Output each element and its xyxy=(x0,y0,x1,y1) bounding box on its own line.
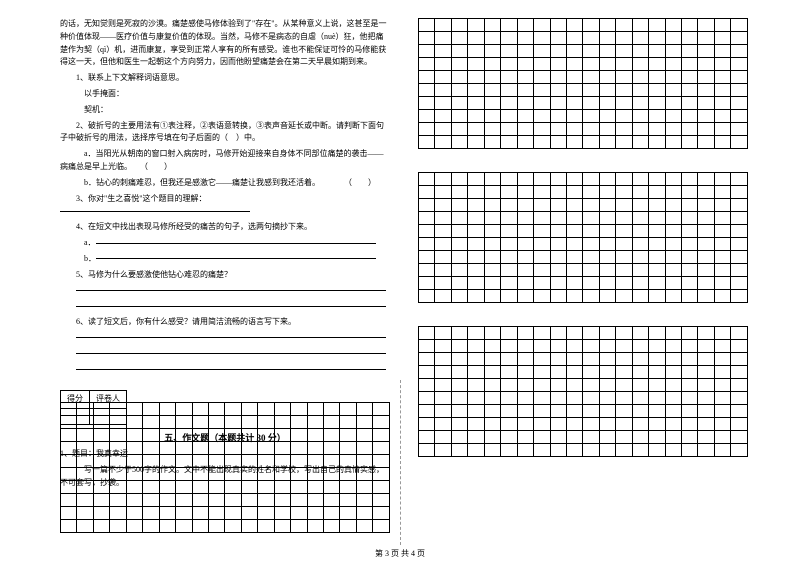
q6: 6、读了短文后，你有什么感受？请用简洁流畅的语言写下来。 xyxy=(60,316,390,329)
blank-line xyxy=(76,369,386,370)
q4: 4、在短文中找出表现马修所经受的痛苦的句子，选两句摘抄下来。 xyxy=(60,221,390,234)
q2-a: a．当阳光从朝南的窗口射入病房时，马修开始迎接来自身体不同部位痛楚的袭击——病痛… xyxy=(60,148,390,174)
writing-grid-r3 xyxy=(418,326,748,457)
blank-line xyxy=(76,337,386,338)
blank-line xyxy=(76,306,386,307)
writing-grid-bottom xyxy=(60,402,390,533)
page-footer: 第 3 页 共 4 页 xyxy=(375,548,425,559)
q1-head: 1、联系上下文解释词语意思。 xyxy=(60,72,390,85)
blank-line xyxy=(60,211,250,212)
q3: 3、你对"生之喜悦"这个题目的理解： xyxy=(60,193,390,219)
q5: 5、马修为什么要感激使他钻心难忍的痛楚？ xyxy=(60,269,390,282)
writing-grid-r2 xyxy=(418,172,748,303)
q2: 2、破折号的主要用法有①表注释，②表语意转换，③表声音延长或中断。请判断下面句子… xyxy=(60,120,390,146)
q4-b: b． xyxy=(60,253,390,266)
q1-b: 契机： xyxy=(60,104,390,117)
blank-line xyxy=(96,258,376,259)
q4-a: a． xyxy=(60,237,390,250)
q1-a: 以手掩面： xyxy=(60,88,390,101)
fold-line xyxy=(400,380,401,545)
passage-para: 的话，无知觉则是死寂的沙漠。痛楚感使马修体验到了"存在"。从某种意义上说，这甚至… xyxy=(60,18,390,69)
blank-line xyxy=(76,353,386,354)
q2-b: b．钻心的刺痛难忍，但我还是感激它——痛楚让我感到我还活着。 （ ） xyxy=(60,177,390,190)
writing-grid-r1 xyxy=(418,18,748,149)
blank-line xyxy=(76,290,386,291)
blank-line xyxy=(96,243,376,244)
